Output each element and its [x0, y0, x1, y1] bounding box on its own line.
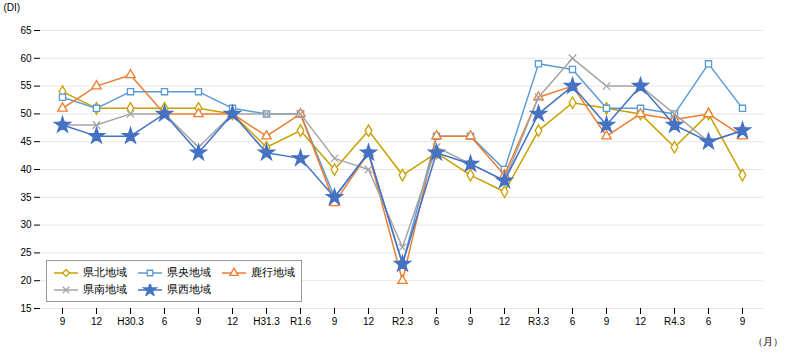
- svg-text:H30.3: H30.3: [117, 316, 144, 327]
- svg-text:55: 55: [20, 80, 32, 91]
- svg-text:H31.3: H31.3: [253, 316, 280, 327]
- html-text:鹿行地域: 鹿行地域: [251, 266, 295, 278]
- svg-text:6: 6: [706, 316, 712, 327]
- svg-text:R1.6: R1.6: [290, 316, 312, 327]
- svg-text:15: 15: [20, 303, 32, 314]
- svg-text:6: 6: [162, 316, 168, 327]
- html-text:県北地域: 県北地域: [83, 266, 127, 278]
- svg-text:9: 9: [468, 316, 474, 327]
- svg-text:60: 60: [20, 53, 32, 64]
- svg-text:45: 45: [20, 136, 32, 147]
- svg-text:9: 9: [332, 316, 338, 327]
- svg-text:9: 9: [60, 316, 66, 327]
- html-text:県南地域: 県南地域: [83, 283, 127, 295]
- svg-text:35: 35: [20, 192, 32, 203]
- svg-text:25: 25: [20, 247, 32, 258]
- svg-text:(DI): (DI): [4, 2, 21, 13]
- svg-text:12: 12: [91, 316, 103, 327]
- svg-text:40: 40: [20, 164, 32, 175]
- svg-text:9: 9: [740, 316, 746, 327]
- html-text:県央地域: 県央地域: [167, 266, 211, 278]
- svg-text:50: 50: [20, 108, 32, 119]
- svg-text:20: 20: [20, 275, 32, 286]
- svg-text:12: 12: [635, 316, 647, 327]
- svg-text:65: 65: [20, 25, 32, 36]
- svg-text:（月）: （月）: [753, 336, 783, 347]
- html-text:県西地域: 県西地域: [167, 283, 211, 295]
- svg-text:R3.3: R3.3: [528, 316, 550, 327]
- svg-text:9: 9: [604, 316, 610, 327]
- svg-text:R2.3: R2.3: [392, 316, 414, 327]
- svg-text:6: 6: [570, 316, 576, 327]
- svg-text:30: 30: [20, 219, 32, 230]
- svg-text:R4.3: R4.3: [664, 316, 686, 327]
- svg-text:9: 9: [196, 316, 202, 327]
- svg-text:6: 6: [434, 316, 440, 327]
- svg-text:12: 12: [499, 316, 511, 327]
- svg-text:12: 12: [363, 316, 375, 327]
- svg-text:12: 12: [227, 316, 239, 327]
